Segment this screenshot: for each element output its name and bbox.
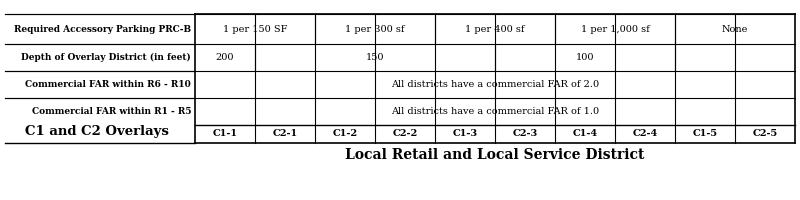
Text: 1 per 1,000 sf: 1 per 1,000 sf [581, 24, 650, 33]
Text: Commercial FAR within R1 - R5: Commercial FAR within R1 - R5 [31, 107, 191, 116]
Text: 150: 150 [366, 53, 384, 62]
Text: C1-2: C1-2 [333, 130, 358, 138]
Text: Required Accessory Parking PRC-B: Required Accessory Parking PRC-B [14, 24, 191, 33]
Text: Depth of Overlay District (in feet): Depth of Overlay District (in feet) [22, 53, 191, 62]
Text: 100: 100 [576, 53, 594, 62]
Text: C2-2: C2-2 [392, 130, 418, 138]
Text: C2-1: C2-1 [273, 130, 298, 138]
Text: C2-5: C2-5 [752, 130, 778, 138]
Text: 200: 200 [216, 53, 234, 62]
Text: C1-3: C1-3 [453, 130, 478, 138]
Text: C1-4: C1-4 [573, 130, 598, 138]
Text: Commercial FAR within R6 - R10: Commercial FAR within R6 - R10 [26, 80, 191, 89]
Text: All districts have a commercial FAR of 1.0: All districts have a commercial FAR of 1… [391, 107, 599, 116]
Text: Local Retail and Local Service District: Local Retail and Local Service District [346, 148, 645, 162]
Text: C2-4: C2-4 [632, 130, 658, 138]
Text: C1-5: C1-5 [693, 130, 718, 138]
Text: 1 per 300 sf: 1 per 300 sf [346, 24, 405, 33]
Text: C1 and C2 Overlays: C1 and C2 Overlays [25, 126, 169, 138]
Text: None: None [722, 24, 748, 33]
Text: 1 per 400 sf: 1 per 400 sf [466, 24, 525, 33]
Text: C1-1: C1-1 [213, 130, 238, 138]
Text: 1 per 150 SF: 1 per 150 SF [222, 24, 287, 33]
Text: C2-3: C2-3 [512, 130, 538, 138]
Text: All districts have a commercial FAR of 2.0: All districts have a commercial FAR of 2… [391, 80, 599, 89]
